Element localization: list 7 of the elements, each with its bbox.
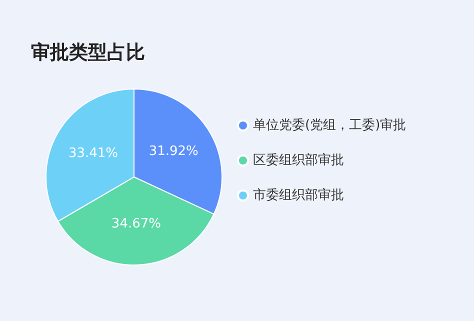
data-label: 33.41%	[68, 146, 118, 162]
legend-label: 市委组织部审批	[253, 187, 344, 203]
data-label: 31.92%	[148, 144, 198, 160]
legend-label: 单位党委(党组，工委)审批	[253, 117, 406, 133]
legend-label: 区委组织部审批	[253, 152, 344, 168]
chart-title: 审批类型占比	[31, 42, 145, 64]
data-label: 34.67%	[111, 216, 161, 232]
